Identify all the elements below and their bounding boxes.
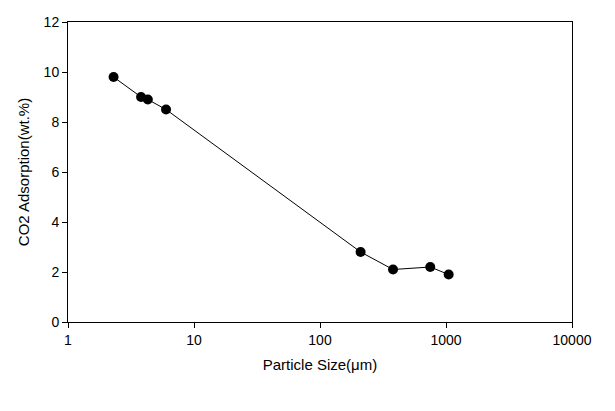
svg-text:6: 6 xyxy=(51,164,59,180)
svg-text:CO2 Adsorption(wt.%): CO2 Adsorption(wt.%) xyxy=(15,98,32,246)
svg-text:1000: 1000 xyxy=(430,332,461,348)
svg-text:2: 2 xyxy=(51,264,59,280)
svg-text:4: 4 xyxy=(51,214,59,230)
svg-text:1: 1 xyxy=(64,332,72,348)
svg-text:Particle Size(μm): Particle Size(μm) xyxy=(263,356,378,373)
svg-text:12: 12 xyxy=(44,14,60,30)
svg-text:8: 8 xyxy=(51,114,59,130)
svg-text:100: 100 xyxy=(308,332,332,348)
svg-text:10: 10 xyxy=(44,64,60,80)
svg-text:0: 0 xyxy=(51,314,59,330)
svg-text:10000: 10000 xyxy=(553,332,592,348)
svg-text:10: 10 xyxy=(186,332,202,348)
